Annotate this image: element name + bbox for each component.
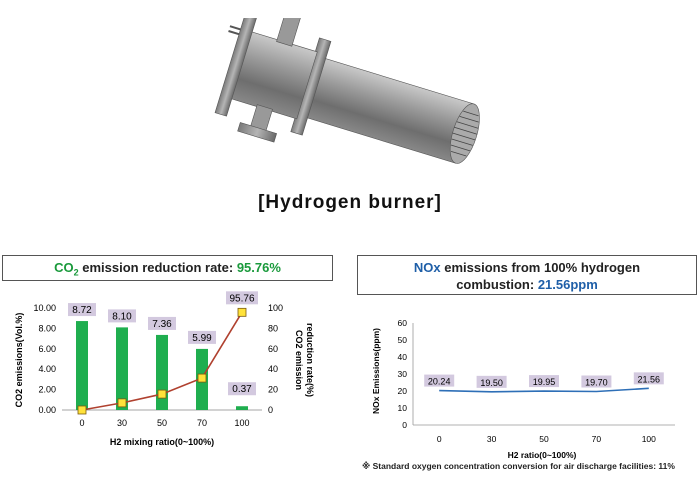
nox-line [439,387,649,393]
nox-label-bg [581,375,612,388]
co2-title-value: 95.76% [236,260,281,275]
co2-reduction-label-bg [226,291,258,305]
co2-reduction-marker [117,398,127,408]
nox-title-line1: emissions from 100% hydrogen [440,260,641,275]
co2-x-tick-label: 70 [197,418,207,428]
nox-y-tick-label: 20 [398,386,408,396]
co2-reduction-marker [157,389,167,399]
co2-reduction-marker [237,307,247,317]
co2-bar-value-label: 8.10 [112,311,132,322]
co2-bar-value-label: 0.37 [232,384,252,395]
co2-bar-value-label: 7.36 [152,319,172,330]
co2-y-tick-label: 10.00 [33,303,56,313]
nox-value-label: 19.95 [533,377,556,387]
nox-y-tick-label: 60 [398,318,408,328]
nox-x-axis-label: H2 ratio(0~100%) [508,450,577,460]
nox-y-tick-label: 40 [398,352,408,362]
nox-x-tick-label: 0 [437,434,442,444]
co2-bar [236,406,248,410]
co2-x-tick-label: 0 [79,418,84,428]
co2-y2-axis-label-line2: reduction rate(%) [305,323,315,397]
nox-label-bg [529,375,559,388]
co2-bar-value-label: 5.99 [192,333,212,344]
co2-y-axis-label: CO2 emissions(Vol.%) [14,313,24,408]
co2-bar-value-label: 8.72 [72,305,92,316]
co2-reduction-marker [77,405,87,415]
footnote: ※ Standard oxygen concentration conversi… [362,461,675,471]
nox-label-bg [424,374,455,387]
co2-y2-axis-label-line1: CO2 emission [294,330,304,390]
co2-y2-tick-label: 100 [268,303,283,313]
co2-bar-label-bg [68,303,96,317]
co2-panel-title: CO2 emission reduction rate: 95.76% [2,255,333,281]
co2-x-tick-label: 50 [157,418,167,428]
co2-title-middle: emission reduction rate: [78,260,237,275]
co2-bar-label-bg [228,382,256,396]
co2-bar-label-bg [108,309,136,323]
nox-chart: NOx Emissions(ppm) H2 ratio(0~100%) 0 10 2… [371,318,675,460]
nox-title-value: 21.56ppm [537,277,598,292]
figure-caption: [Hydrogen burner] [258,192,442,213]
nox-label-bg [476,375,507,388]
nox-y-tick-label: 10 [398,403,408,413]
co2-x-axis-label: H2 mixing ratio(0~100%) [110,437,214,447]
co2-y2-tick-label: 60 [268,344,278,354]
nox-y-tick-label: 50 [398,335,408,345]
co2-bar-label-bg [148,316,176,330]
co2-y-tick-label: 8.00 [38,323,56,333]
co2-bar [76,321,88,410]
co2-y2-tick-label: 80 [268,323,278,333]
co2-y-tick-label: 4.00 [38,364,56,374]
nox-label-bg [633,372,664,385]
nox-title-highlight: NOx [413,260,441,275]
nox-title-line2: combustion: [456,277,538,292]
co2-reduction-marker [197,373,207,383]
nox-x-tick-label: 100 [642,434,656,444]
nox-panel-title: NOx emissions from 100% hydrogen combust… [357,255,697,295]
co2-bar-label-bg [188,330,216,344]
co2-chart: CO2 emissions(Vol.%) CO2 emission reduct… [14,291,315,447]
co2-y2-tick-label: 20 [268,385,278,395]
co2-x-tick-label: 30 [117,418,127,428]
co2-x-tick-label: 100 [234,418,249,428]
nox-value-label: 19.50 [480,378,503,388]
nox-y-tick-label: 30 [398,369,408,379]
co2-bar [116,327,128,410]
co2-y-tick-label: 2.00 [38,385,56,395]
nox-value-label: 19.70 [585,378,608,388]
nox-value-label: 20.24 [428,377,451,387]
co2-reduction-value-label: 95.76 [229,293,254,304]
nox-x-tick-label: 70 [592,434,602,444]
co2-y2-tick-label: 0 [268,405,273,415]
co2-y-tick-label: 6.00 [38,344,56,354]
nox-y-axis-label: NOx Emissions(ppm) [371,328,381,414]
co2-title-sub: 2 [73,267,79,278]
co2-y-tick-label: 0.00 [38,405,56,415]
nox-x-tick-label: 30 [487,434,497,444]
nox-y-tick-label: 0 [402,420,407,430]
co2-title-prefix: CO [54,260,74,275]
hydrogen-burner-illustration [214,18,480,164]
co2-bar [156,334,168,410]
nox-x-tick-label: 50 [539,434,549,444]
co2-y2-tick-label: 40 [268,364,278,374]
nox-value-label: 21.56 [638,374,661,384]
